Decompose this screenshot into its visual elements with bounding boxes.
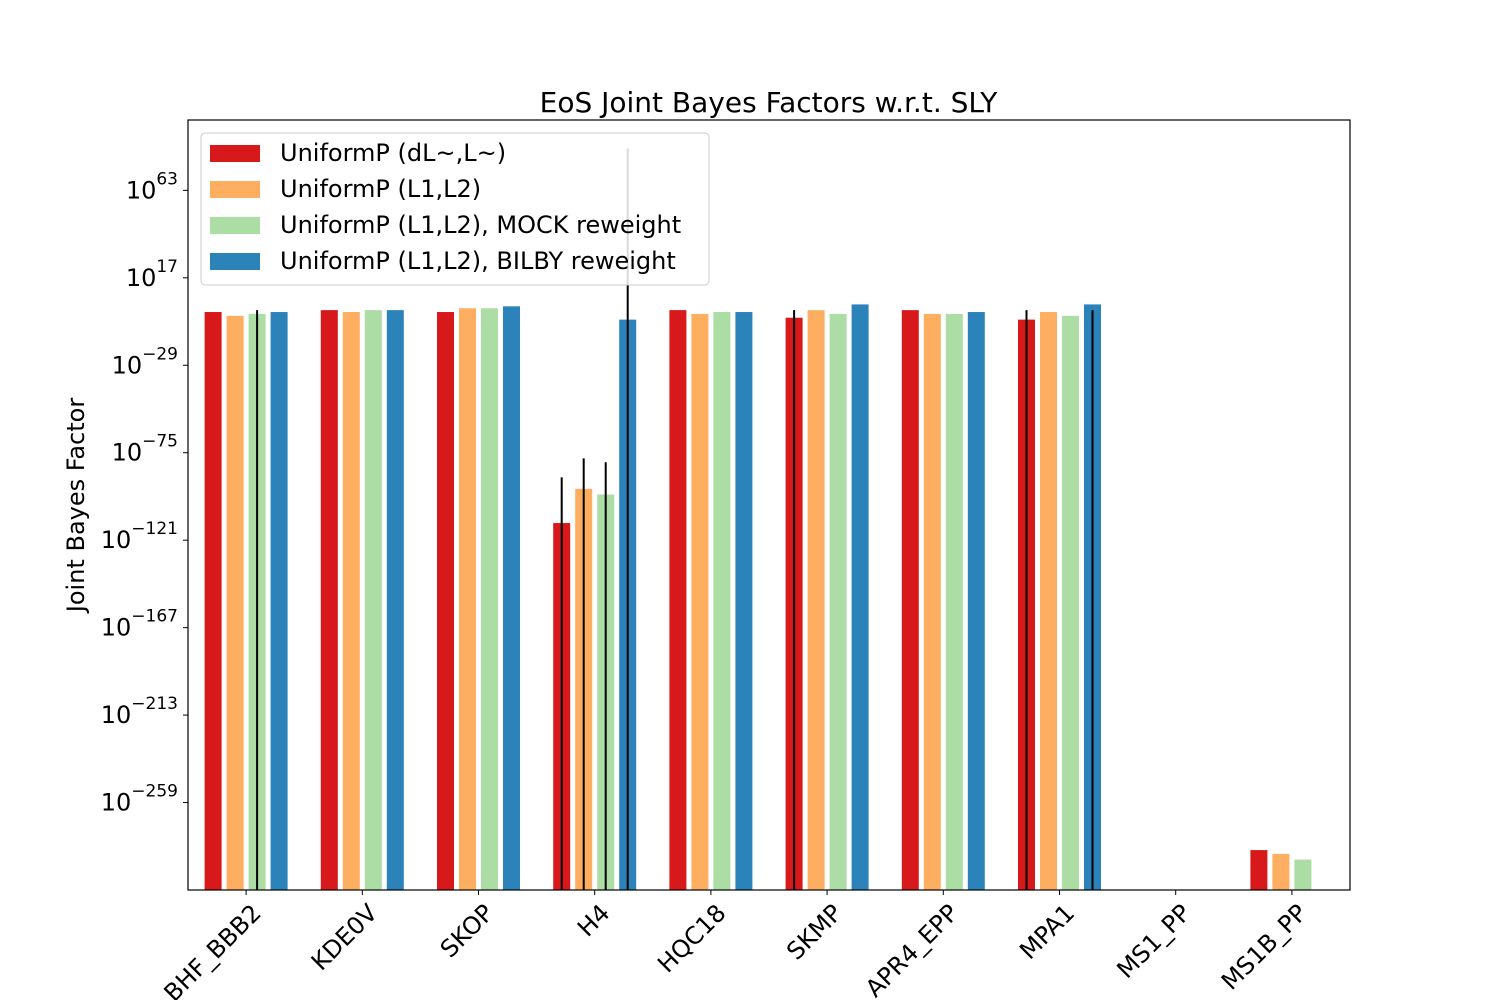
bar-uniformp-dl-l-kde0v (320, 310, 338, 891)
y-tick-label: 10−75 (112, 432, 178, 467)
legend-label-uniformp-l1-l2-bilby-reweight: UniformP (L1,L2), BILBY reweight (280, 247, 676, 275)
legend-swatch-uniformp-l1-l2-bilby-reweight (210, 253, 260, 270)
y-tick-label: 1063 (126, 169, 178, 204)
legend-label-uniformp-dl-l: UniformP (dL~,L~) (280, 139, 506, 167)
legend-swatch-uniformp-l1-l2 (210, 181, 260, 198)
y-tick-label: 10−213 (101, 694, 178, 729)
bar-uniformp-l1-l2-mock-reweight-ms1b-pp (1294, 859, 1312, 890)
bar-uniformp-l1-l2-bilby-reweight-bhf-bbb2 (270, 312, 288, 891)
y-tick-label: 10−259 (101, 782, 178, 817)
legend-swatch-uniformp-dl-l (210, 145, 260, 162)
y-axis-ticks: 1063 1017 10−29 10−75 10−121 10−167 10−213 10−2… (101, 169, 188, 817)
bar-uniformp-l1-l2-mock-reweight-hqc18 (713, 312, 731, 891)
bar-uniformp-l1-l2-apr4-epp (923, 313, 941, 891)
bar-uniformp-l1-l2-ms1b-pp (1272, 853, 1290, 890)
y-tick-label: 1017 (126, 257, 178, 292)
y-axis-label: Joint Bayes Factor (62, 398, 90, 615)
legend: UniformP (dL~,L~) UniformP (L1,L2) Uniform… (200, 132, 710, 286)
bars-layer (204, 304, 1312, 891)
y-tick-label: 10−121 (101, 519, 178, 554)
y-tick-label: 10−167 (101, 607, 178, 642)
legend-label-uniformp-l1-l2-mock-reweight: UniformP (L1,L2), MOCK reweight (280, 211, 681, 239)
legend-swatch-uniformp-l1-l2-mock-reweight (210, 217, 260, 234)
bar-uniformp-dl-l-apr4-epp (901, 310, 919, 891)
bar-uniformp-l1-l2-bilby-reweight-apr4-epp (967, 312, 985, 891)
bar-uniformp-l1-l2-bilby-reweight-skmp (851, 304, 869, 890)
bar-uniformp-l1-l2-hqc18 (691, 313, 709, 891)
chart-title: EoS Joint Bayes Factors w.r.t. SLY (540, 86, 999, 119)
bar-uniformp-l1-l2-kde0v (342, 312, 360, 891)
bar-uniformp-l1-l2-mock-reweight-skop (481, 308, 498, 890)
bar-uniformp-dl-l-skop (437, 312, 454, 891)
legend-box (200, 132, 710, 286)
bar-uniformp-dl-l-hqc18 (669, 310, 687, 891)
bar-uniformp-l1-l2-mpa1 (1040, 312, 1057, 891)
bar-uniformp-l1-l2-mock-reweight-skmp (829, 313, 847, 891)
bar-uniformp-l1-l2-mock-reweight-apr4-epp (945, 313, 963, 891)
bar-uniformp-l1-l2-skop (459, 308, 476, 890)
bar-uniformp-l1-l2-skmp (807, 310, 825, 891)
error-bars-layer (256, 148, 1094, 890)
bar-uniformp-l1-l2-bilby-reweight-kde0v (386, 310, 404, 891)
y-tick-label: 10−29 (112, 344, 178, 379)
bar-uniformp-l1-l2-mock-reweight-mpa1 (1062, 315, 1079, 890)
bar-uniformp-l1-l2-bilby-reweight-skop (503, 306, 520, 890)
bar-uniformp-l1-l2-bhf-bbb2 (226, 315, 244, 890)
plot-frame (187, 119, 1351, 891)
bar-uniformp-l1-l2-mock-reweight-kde0v (364, 310, 382, 891)
bar-uniformp-dl-l-bhf-bbb2 (204, 312, 222, 891)
bar-uniformp-l1-l2-bilby-reweight-hqc18 (735, 312, 753, 891)
legend-label-uniformp-l1-l2: UniformP (L1,L2) (280, 175, 481, 203)
bar-uniformp-dl-l-ms1b-pp (1250, 850, 1268, 890)
